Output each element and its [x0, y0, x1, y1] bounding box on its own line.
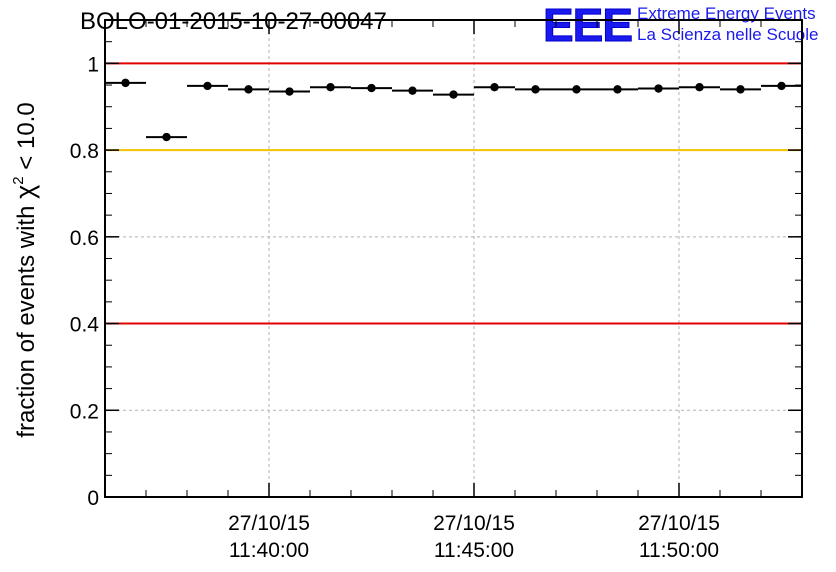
data-point [777, 81, 786, 91]
x-tick-time-label: 11:45:00 [434, 539, 514, 562]
data-point [244, 85, 253, 94]
data-point [654, 84, 663, 93]
y-tick-label: 0 [87, 487, 99, 510]
data-series [105, 78, 802, 142]
data-point [408, 86, 417, 95]
data-point [162, 132, 171, 142]
data-point [572, 85, 581, 94]
chart-title: BOLO-01-2015-10-27-00047 [80, 8, 387, 35]
tick-labels: 0 0.2 0.4 0.6 0.8 1 27/10/15 11:40:00 27/10/15 11… [70, 53, 720, 562]
y-tick-label: 0.2 [70, 400, 99, 423]
y-axis-label: fraction of events with χ2 < 10.0 [10, 102, 40, 437]
data-point [367, 83, 376, 93]
y-axis-label-prefix: fraction of events with [13, 199, 40, 438]
eee-logo: EEE [542, 0, 633, 51]
y-tick-label: 0.6 [70, 227, 99, 250]
x-tick-date-label: 27/10/15 [433, 512, 515, 535]
y-tick-label: 0.8 [70, 140, 99, 163]
data-point [121, 78, 130, 88]
y-axis-label-suffix: < 10.0 [13, 102, 40, 176]
data-point [613, 85, 622, 94]
data-point [695, 83, 704, 92]
y-tick-label: 1 [87, 53, 99, 76]
data-point [203, 81, 212, 91]
data-point [285, 87, 294, 96]
x-tick-time-label: 11:40:00 [229, 539, 309, 562]
logo-line-2: La Scienza nelle Scuole [637, 25, 819, 44]
data-point [490, 83, 499, 92]
data-point [531, 85, 540, 94]
x-tick-date-label: 27/10/15 [228, 512, 310, 535]
x-tick-time-label: 11:50:00 [639, 539, 719, 562]
reference-lines [105, 62, 802, 325]
data-point [326, 83, 335, 92]
y-axis-label-symbol: χ [10, 185, 40, 199]
y-axis-label-exponent: 2 [10, 176, 27, 184]
y-tick-label: 0.4 [70, 314, 100, 337]
data-point [449, 90, 458, 99]
logo-line-1: Extreme Energy Events [637, 4, 816, 23]
data-point [736, 85, 745, 94]
x-tick-date-label: 27/10/15 [638, 512, 720, 535]
axis-ticks [104, 19, 803, 498]
